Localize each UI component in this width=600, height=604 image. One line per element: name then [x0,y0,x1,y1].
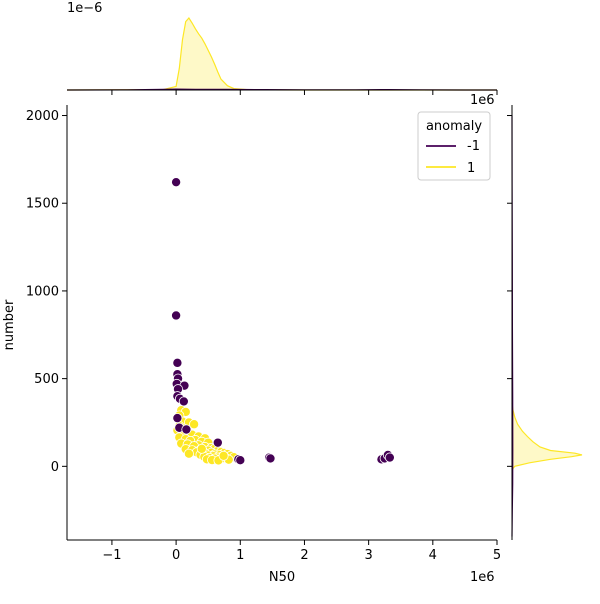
x-tick-label: 4 [429,548,437,563]
y-offset-label: 1e6 [470,93,495,108]
y-tick-label: 500 [34,372,59,387]
scatter-point-anomaly [178,396,189,407]
scatter-points [171,177,395,466]
scatter-point-anomaly [235,455,246,466]
x-axis-ticks: −1 0 1 2 3 4 5 [102,540,501,563]
scatter-point-normal [183,448,194,459]
scatter-point-normal [196,443,207,454]
top-marginal-ticks [111,90,498,95]
legend-label-m1: -1 [467,139,480,154]
y-tick-label: 1500 [26,197,59,212]
right-marginal-kde [511,115,583,537]
legend-label-1: 1 [467,161,475,176]
x-tick-label: 1 [236,548,244,563]
legend: anomaly -1 1 [417,111,491,181]
scatter-point-normal [189,419,200,430]
top-kde-fill-normal [67,18,497,90]
scatter-point-anomaly [384,452,395,463]
top-kde-line-normal [66,17,497,91]
x-offset-label: 1e6 [470,570,495,585]
y-tick-label: 1000 [26,284,59,299]
right-kde-fill-normal [512,403,582,470]
legend-title: anomaly [426,119,482,134]
x-tick-label: 0 [172,548,180,563]
y-tick-label: 2000 [26,109,59,124]
y-axis-label: number [2,299,17,350]
right-marginal-ticks [507,115,512,467]
x-tick-label: −1 [102,548,121,563]
scatter-point-normal [218,450,229,461]
x-tick-label: 2 [300,548,308,563]
scatter-point-anomaly [212,437,223,448]
x-tick-label: 5 [493,548,501,563]
scatter-point-anomaly [171,177,182,188]
right-kde-line-normal [511,403,583,471]
x-tick-label: 3 [365,548,373,563]
scatter-point-anomaly [172,413,183,424]
top-marginal-kde [66,17,497,91]
top-marginal-offset-label: 1e−6 [67,1,102,16]
scatter-point-anomaly [265,453,276,464]
scatter-point-anomaly [172,357,183,368]
scatter-point-anomaly [171,310,182,321]
y-tick-label: 0 [51,460,59,475]
y-axis-ticks: 0 500 1000 1500 2000 [26,109,67,475]
scatter-point-anomaly [181,424,192,435]
x-axis-label: N50 [269,570,295,585]
